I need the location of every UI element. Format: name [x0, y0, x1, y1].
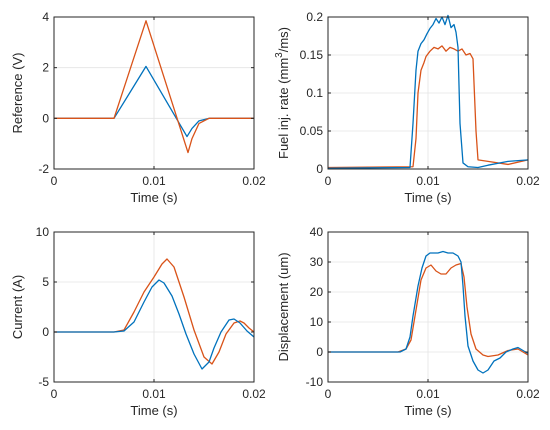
y-tick-label: 0.1 — [306, 86, 323, 100]
x-tick-label: 0 — [325, 174, 332, 188]
x-axis-label: Time (s) — [404, 403, 451, 418]
series-line-2 — [54, 279, 255, 370]
x-tick-label: 0.01 — [142, 174, 166, 188]
series-line-2 — [328, 250, 529, 374]
series-line-1 — [54, 258, 255, 365]
x-tick-label: 0.01 — [416, 387, 440, 401]
y-axis-label: Displacement (um) — [276, 252, 291, 361]
x-tick-label: 0.01 — [416, 174, 440, 188]
y-tick-label: 0 — [42, 111, 49, 125]
y-tick-label: -5 — [38, 375, 49, 389]
x-tick-label: 0 — [51, 387, 58, 401]
series-line-2 — [327, 14, 529, 169]
x-axis-label: Time (s) — [404, 190, 451, 205]
y-tick-label: 0 — [316, 345, 323, 359]
y-tick-label: 0.15 — [300, 48, 324, 62]
y-tick-label: 4 — [42, 10, 49, 24]
y-axis-label: Fuel inj. rate (mm3/ms) — [274, 27, 291, 159]
x-tick-label: 0.02 — [516, 387, 540, 401]
y-tick-label: 30 — [310, 255, 324, 269]
series-line-2 — [54, 20, 254, 154]
x-tick-label: 0.02 — [516, 174, 540, 188]
y-tick-label: 40 — [310, 225, 324, 239]
y-tick-label: -2 — [38, 162, 49, 176]
y-tick-label: 0.05 — [300, 124, 324, 138]
y-tick-label: 10 — [310, 315, 324, 329]
series-line-1 — [327, 45, 529, 169]
y-tick-label: 0 — [316, 162, 323, 176]
x-tick-label: 0 — [51, 174, 58, 188]
y-axis-label: Current (A) — [10, 275, 25, 339]
x-tick-label: 0.02 — [242, 174, 266, 188]
y-axis-label: Reference (V) — [10, 53, 25, 134]
x-tick-label: 0.02 — [242, 387, 266, 401]
y-tick-label: 2 — [42, 61, 49, 75]
x-tick-label: 0 — [325, 387, 332, 401]
x-axis-label: Time (s) — [130, 190, 177, 205]
y-tick-label: 20 — [310, 285, 324, 299]
series-line-1 — [328, 262, 529, 358]
y-tick-label: 10 — [36, 225, 50, 239]
y-tick-label: 0.2 — [306, 10, 323, 24]
y-tick-label: 0 — [42, 325, 49, 339]
y-tick-label: -10 — [306, 375, 324, 389]
x-tick-label: 0.01 — [142, 387, 166, 401]
fuel-rate-chart: 0 0.01 0.02 0 0.05 0.1 0.15 0.2 Time (s) Fuel inj… — [274, 10, 540, 205]
x-axis-label: Time (s) — [130, 403, 177, 418]
y-tick-label: 5 — [42, 275, 49, 289]
